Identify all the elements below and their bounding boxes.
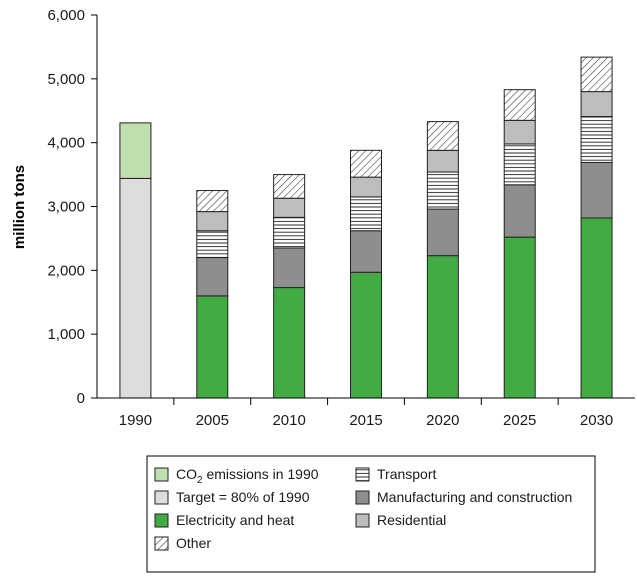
- legend: CO2 emissions in 1990 Target = 80% of 199…: [146, 455, 596, 573]
- y-tick-label: 5,000: [47, 71, 85, 88]
- x-tick-label: 2030: [580, 412, 613, 429]
- bar-segment-mfg: [196, 257, 229, 297]
- bar-segment-transport: [196, 230, 229, 259]
- x-tick-label: 2005: [196, 412, 229, 429]
- bar-segment-co2: [119, 122, 152, 179]
- legend-swatch-co2: [154, 467, 169, 482]
- legend-swatch-mfg: [355, 490, 370, 505]
- bar-segment-res: [503, 119, 536, 145]
- y-tick-label: 0: [77, 390, 85, 407]
- bar-segment-elec: [580, 217, 613, 399]
- y-tick-label: 6,000: [47, 7, 85, 24]
- legend-label-mfg: Manufacturing and construction: [377, 489, 572, 505]
- bar-segment-elec: [273, 287, 306, 399]
- bar-segment-elec: [196, 295, 229, 399]
- bar-segment-mfg: [273, 247, 306, 289]
- legend-label-res: Residential: [377, 512, 446, 528]
- y-axis: 0 1,000 2,000 3,000 4,000 5,000 6,000: [47, 7, 98, 407]
- x-axis: 1990 2005 2010 2015 2020 2025 2030: [97, 397, 635, 429]
- bar-segment-mfg: [350, 230, 382, 273]
- bar-segment-elec: [350, 271, 382, 399]
- x-tick-label: 1990: [119, 412, 152, 429]
- legend-label-target: Target = 80% of 1990: [176, 489, 310, 505]
- bar-segment-other: [196, 190, 229, 213]
- y-tick-label: 1,000: [47, 326, 85, 343]
- legend-swatch-other: [154, 536, 169, 551]
- x-tick-label: 2025: [503, 412, 536, 429]
- legend-swatch-res: [355, 513, 370, 528]
- legend-swatch-transport: [355, 467, 370, 482]
- bar-segment-other: [580, 56, 613, 93]
- bar-segment-transport: [273, 216, 306, 249]
- y-tick-label: 4,000: [47, 135, 85, 152]
- bar-segment-other: [426, 121, 459, 151]
- bar-segment-res: [196, 211, 229, 232]
- legend-label-elec: Electricity and heat: [176, 512, 294, 528]
- legend-label-transport: Transport: [377, 466, 437, 482]
- legend-box: [146, 455, 596, 573]
- legend-label-other: Other: [176, 535, 211, 551]
- bar-segment-mfg: [426, 208, 459, 257]
- x-tick-label: 2015: [349, 412, 382, 429]
- bar-segment-elec: [426, 255, 459, 399]
- bar-segment-other: [350, 149, 382, 178]
- legend-swatch-target: [154, 490, 169, 505]
- bar-segment-mfg: [580, 161, 613, 219]
- bar-segment-mfg: [503, 184, 536, 238]
- bar-segment-res: [350, 176, 382, 198]
- bar-segment-other: [503, 89, 536, 121]
- bar-segment-transport: [580, 115, 613, 163]
- x-tick-label: 2020: [426, 412, 459, 429]
- bar-segment-transport: [426, 171, 459, 210]
- y-tick-label: 2,000: [47, 262, 85, 279]
- legend-swatch-elec: [154, 513, 169, 528]
- bar-segment-res: [580, 91, 613, 117]
- bar-segment-res: [273, 197, 306, 218]
- bars: [119, 56, 613, 399]
- bar-segment-elec: [503, 236, 536, 399]
- legend-label-co2: CO2 emissions in 1990: [176, 466, 319, 486]
- bar-segment-other: [273, 174, 306, 199]
- y-axis-title: million tons: [11, 165, 28, 249]
- bar-segment-transport: [503, 143, 536, 186]
- bar-segment-res: [426, 149, 459, 173]
- x-tick-label: 2010: [272, 412, 305, 429]
- bar-segment-target: [119, 177, 152, 399]
- bar-segment-transport: [350, 196, 382, 232]
- y-tick-label: 3,000: [47, 199, 85, 216]
